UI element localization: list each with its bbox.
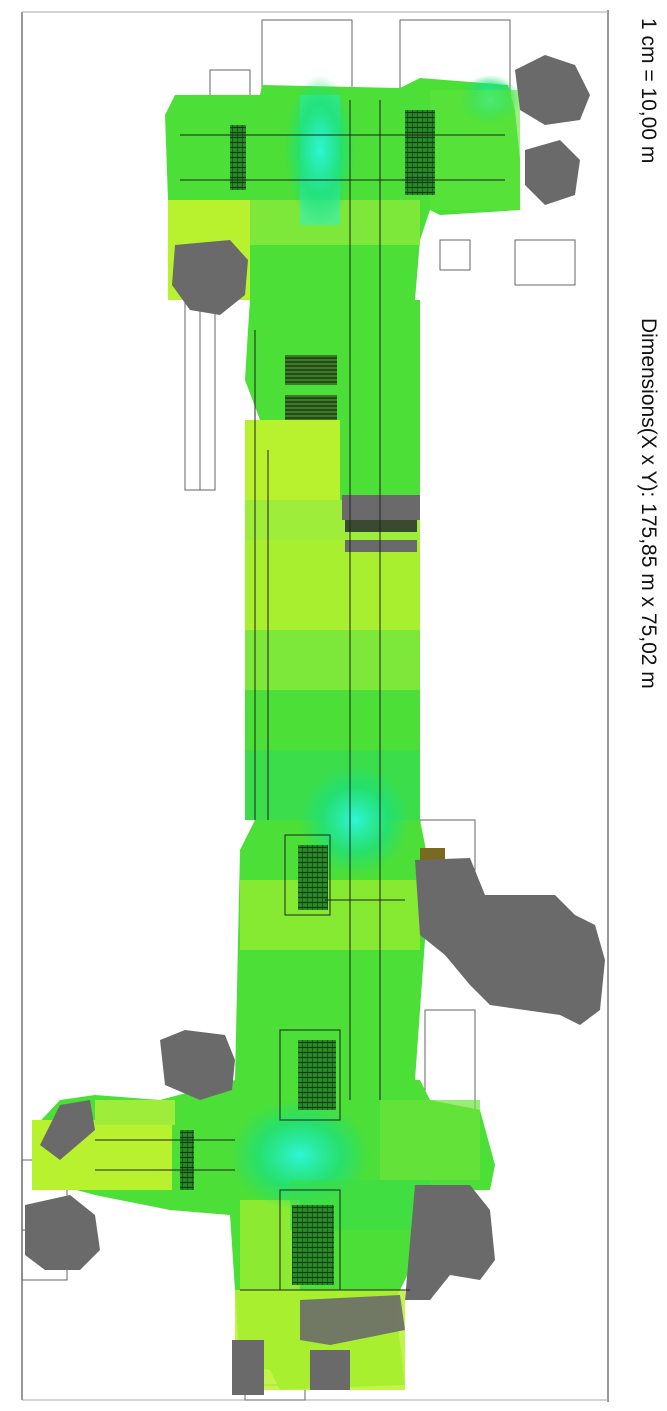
map-scale-label: 1 cm = 10,00 m (637, 18, 660, 164)
interior-walls (95, 100, 505, 1291)
stair-structures (180, 110, 445, 1285)
obstruction-zones (25, 55, 605, 1395)
map-dimensions-label: Dimensions(X x Y): 175,85 m x 75,02 m (637, 318, 660, 689)
